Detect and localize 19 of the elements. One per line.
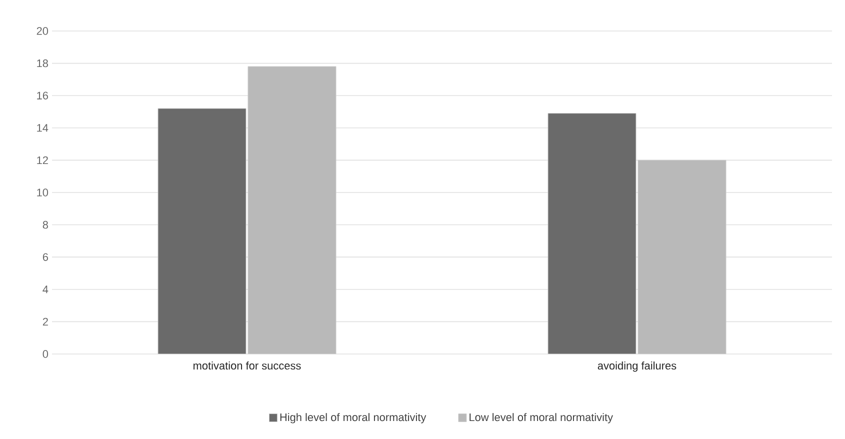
y-tick-label: 6 [42, 253, 48, 261]
y-tick-label: 2 [42, 318, 48, 326]
bar [548, 113, 636, 354]
y-tick-label: 8 [42, 220, 48, 229]
y-tick-label: 4 [42, 286, 48, 294]
y-tick-label: 10 [37, 188, 48, 196]
legend-label: High level of moral normativity [280, 413, 426, 424]
bar [638, 160, 726, 354]
y-tick-label: 0 [42, 350, 48, 358]
y-tick-label: 20 [36, 27, 48, 35]
legend-label: Low level of moral normativity [470, 413, 613, 424]
y-tick-label: 16 [37, 92, 48, 100]
bar [158, 108, 246, 354]
x-tick-label: avoiding failures [598, 362, 676, 372]
y-tick-label: 18 [37, 59, 48, 68]
y-tick-label: 14 [37, 124, 48, 132]
x-tick-label: motivation for success [194, 362, 301, 370]
bar [248, 66, 336, 354]
y-tick-label: 12 [37, 156, 48, 164]
